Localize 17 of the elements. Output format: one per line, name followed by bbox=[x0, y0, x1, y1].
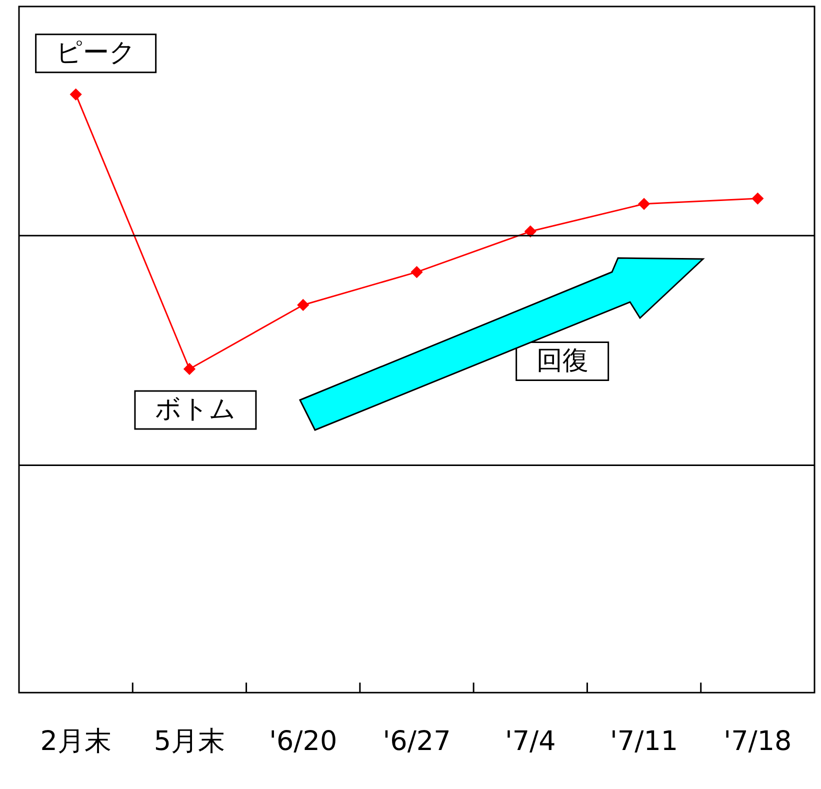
x-tick-label: '6/27 bbox=[382, 726, 451, 757]
x-tick-label: 5月末 bbox=[154, 726, 226, 757]
annotation: ボトム bbox=[154, 394, 236, 425]
point bbox=[524, 226, 536, 238]
point bbox=[297, 299, 309, 311]
annotation: ピーク bbox=[56, 38, 136, 68]
point bbox=[411, 266, 422, 278]
point bbox=[752, 192, 764, 204]
point bbox=[70, 88, 82, 100]
x-tick-label: '6/20 bbox=[269, 726, 338, 757]
x-tick-label: '7/4 bbox=[504, 726, 556, 757]
x-tick-label: '7/11 bbox=[610, 726, 678, 757]
x-tick-label: 2月末 bbox=[40, 726, 112, 757]
x-tick-label: '7/18 bbox=[724, 726, 792, 757]
point bbox=[184, 363, 196, 375]
annotation: 回復 bbox=[536, 346, 588, 376]
point bbox=[638, 198, 650, 210]
